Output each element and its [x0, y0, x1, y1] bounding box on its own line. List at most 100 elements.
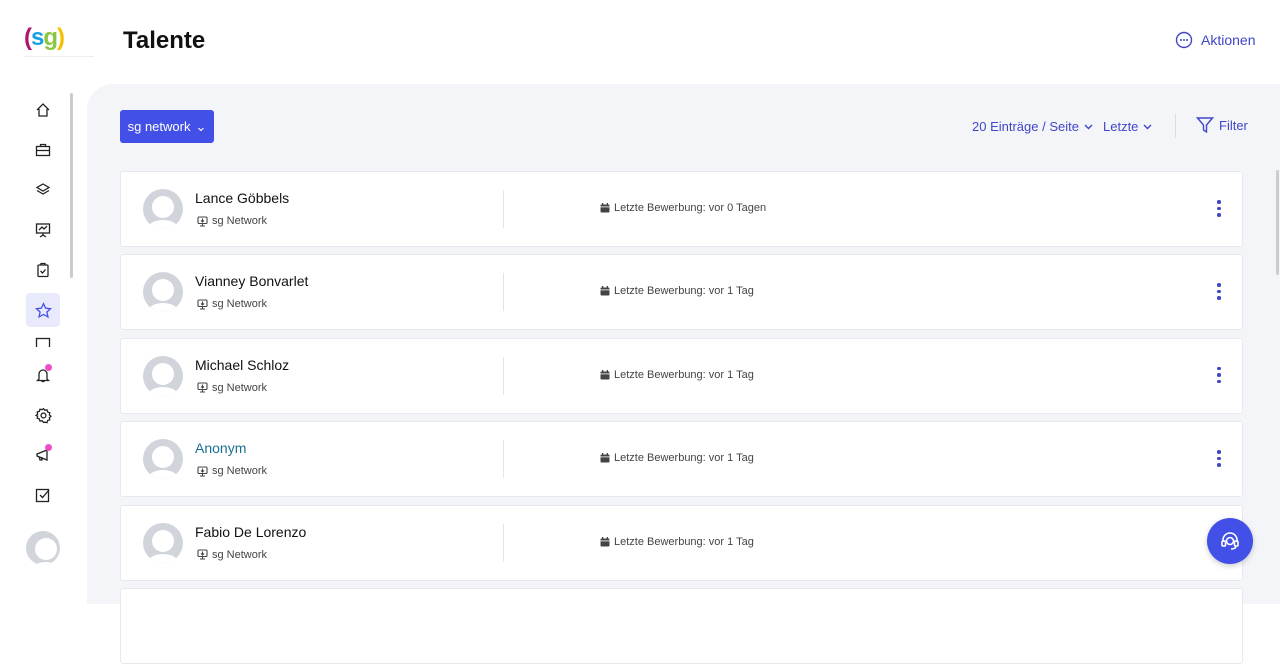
- sidebar-item-checklist[interactable]: [26, 478, 60, 512]
- page-scrollbar[interactable]: [1276, 170, 1279, 275]
- last-application: Letzte Bewerbung: vor 1 Tag: [600, 536, 754, 548]
- megaphone-icon: [36, 449, 48, 461]
- per-page-dropdown[interactable]: 20 Einträge / Seite: [972, 119, 1093, 134]
- network-name: sg Network: [212, 465, 268, 478]
- last-application: Letzte Bewerbung: vor 1 Tag: [600, 369, 754, 381]
- sidebar-item-layers[interactable]: [26, 173, 60, 207]
- sidebar-item-tasks[interactable]: [26, 253, 60, 287]
- network-name: sg Network: [212, 215, 268, 227]
- talent-network: sg Network: [197, 298, 267, 310]
- talent-network: sg Network: [197, 549, 267, 561]
- layers-icon: [35, 183, 51, 195]
- filter-icon: [1196, 117, 1214, 134]
- message-icon: [35, 337, 51, 347]
- last-application-text: Letzte Bewerbung: vor 0 Tagen: [614, 202, 767, 214]
- divider: [503, 273, 504, 312]
- last-application: Letzte Bewerbung: vor 0 Tagen: [600, 202, 766, 214]
- network-icon: [197, 215, 208, 227]
- talent-card[interactable]: Lance Göbbels sg Network Letzte Bewerbun…: [120, 171, 1243, 247]
- logo[interactable]: (sg): [24, 24, 65, 51]
- chevron-down-icon: ⌄: [195, 118, 207, 134]
- divider: [503, 523, 504, 562]
- talent-card[interactable]: Anonym sg Network Letzte Bewerbung: vor …: [120, 421, 1243, 498]
- actions-button[interactable]: Aktionen: [1175, 31, 1255, 49]
- more-options-icon[interactable]: [1213, 200, 1225, 220]
- sidebar-item-messages[interactable]: [26, 333, 60, 347]
- sidebar-item-notifications[interactable]: [26, 358, 60, 392]
- sidebar-item-presentation[interactable]: [26, 213, 60, 247]
- network-label: sg network: [127, 119, 191, 134]
- calendar-icon: [600, 369, 610, 380]
- clipboard-check-icon: [37, 262, 49, 278]
- sidebar-item-home[interactable]: [26, 93, 60, 127]
- last-application: Letzte Bewerbung: vor 1 Tag: [600, 285, 754, 297]
- talent-avatar: [143, 522, 183, 563]
- talent-avatar: [143, 355, 183, 396]
- gear-icon: [34, 407, 52, 423]
- support-chat-button[interactable]: [1207, 518, 1253, 564]
- divider: [1175, 114, 1176, 138]
- bell-icon: [35, 369, 51, 383]
- divider: [503, 440, 504, 479]
- talent-name[interactable]: Anonym: [195, 440, 247, 457]
- filter-button[interactable]: Filter: [1196, 116, 1248, 134]
- chevron-down-icon: [1084, 124, 1093, 129]
- calendar-icon: [600, 203, 610, 213]
- talent-network: sg Network: [197, 465, 267, 477]
- divider: [503, 356, 504, 395]
- briefcase-icon: [35, 143, 51, 157]
- calendar-icon: [600, 286, 610, 296]
- network-icon: [197, 299, 208, 310]
- sidebar-item-talents[interactable]: [26, 293, 60, 327]
- sidebar-item-jobs[interactable]: [26, 133, 60, 167]
- talent-avatar: [143, 272, 183, 313]
- sort-label: Letzte: [1103, 119, 1139, 134]
- talent-avatar: [143, 189, 183, 229]
- filter-label: Filter: [1219, 117, 1248, 133]
- last-application-text: Letzte Bewerbung: vor 1 Tag: [614, 285, 754, 298]
- talent-card[interactable]: Fabio De Lorenzo sg Network Letzte Bewer…: [120, 504, 1243, 581]
- last-application-text: Letzte Bewerbung: vor 1 Tag: [614, 452, 754, 465]
- calendar-icon: [600, 536, 610, 547]
- talent-card[interactable]: [120, 588, 1243, 664]
- talent-network: sg Network: [197, 382, 267, 394]
- talent-name[interactable]: Fabio De Lorenzo: [195, 523, 307, 540]
- talent-card[interactable]: Vianney Bonvarlet sg Network Letzte Bewe…: [120, 254, 1243, 331]
- network-icon: [197, 466, 208, 477]
- talent-name[interactable]: Michael Schloz: [195, 356, 290, 373]
- last-application-text: Letzte Bewerbung: vor 1 Tag: [614, 535, 754, 548]
- talent-avatar: [143, 439, 183, 480]
- talent-name[interactable]: Vianney Bonvarlet: [195, 273, 309, 290]
- checkbox-icon: [35, 488, 50, 503]
- network-icon: [197, 382, 208, 393]
- talent-network: sg Network: [197, 215, 267, 227]
- star-icon: [34, 301, 52, 318]
- network-name: sg Network: [212, 548, 268, 561]
- more-circle-icon: [1175, 31, 1193, 49]
- more-options-icon[interactable]: [1213, 366, 1225, 387]
- more-options-icon[interactable]: [1213, 283, 1225, 303]
- headset-icon: [1221, 532, 1239, 550]
- calendar-icon: [600, 453, 610, 463]
- network-name: sg Network: [212, 381, 268, 394]
- user-avatar[interactable]: [26, 531, 60, 565]
- sort-dropdown[interactable]: Letzte: [1103, 119, 1152, 134]
- page-title: Talente: [123, 27, 206, 54]
- more-options-icon[interactable]: [1213, 450, 1225, 470]
- network-dropdown[interactable]: sg network ⌄: [120, 110, 214, 143]
- divider: [503, 190, 504, 228]
- talent-card[interactable]: Michael Schloz sg Network Letzte Bewerbu…: [120, 337, 1243, 414]
- talent-name[interactable]: Lance Göbbels: [195, 190, 290, 206]
- last-application-text: Letzte Bewerbung: vor 1 Tag: [614, 368, 754, 381]
- chevron-down-icon: [1143, 124, 1152, 129]
- home-icon: [36, 103, 50, 117]
- sidebar-item-settings[interactable]: [26, 398, 60, 432]
- network-icon: [197, 549, 208, 560]
- announcement-badge: [45, 444, 52, 451]
- last-application: Letzte Bewerbung: vor 1 Tag: [600, 452, 754, 464]
- sidebar-scrollbar[interactable]: [70, 93, 73, 278]
- presentation-chart-icon: [35, 223, 51, 238]
- actions-label: Aktionen: [1201, 32, 1256, 48]
- network-name: sg Network: [212, 298, 268, 311]
- sidebar-item-announcements[interactable]: [26, 438, 60, 472]
